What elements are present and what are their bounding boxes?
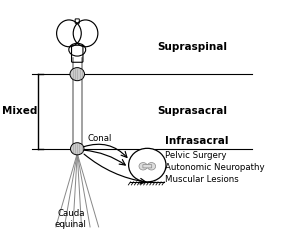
Text: Autonomic Neuropathy: Autonomic Neuropathy	[166, 163, 265, 172]
Text: Cauda
equinal: Cauda equinal	[55, 209, 87, 229]
Text: Infrasacral: Infrasacral	[166, 136, 229, 146]
Circle shape	[129, 148, 166, 182]
Text: Muscular Lesions: Muscular Lesions	[166, 175, 239, 184]
Text: Mixed: Mixed	[2, 106, 37, 117]
Text: Supraspinal: Supraspinal	[158, 42, 228, 52]
Circle shape	[139, 163, 147, 170]
Circle shape	[147, 163, 156, 170]
Text: Conal: Conal	[88, 134, 112, 143]
Text: Suprasacral: Suprasacral	[158, 106, 228, 117]
FancyBboxPatch shape	[143, 165, 152, 168]
Circle shape	[71, 143, 84, 155]
Circle shape	[70, 68, 85, 81]
Text: Pelvic Surgery: Pelvic Surgery	[166, 151, 227, 160]
